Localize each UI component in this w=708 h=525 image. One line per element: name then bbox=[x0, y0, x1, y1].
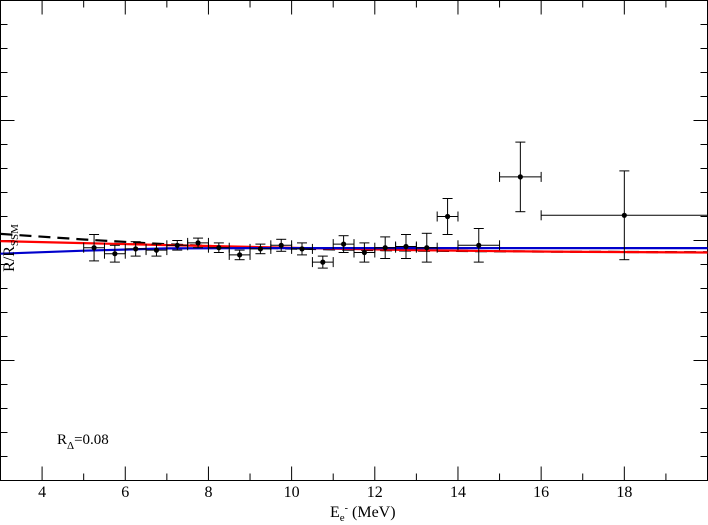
data-marker bbox=[341, 241, 347, 247]
data-point bbox=[145, 243, 168, 257]
data-point bbox=[540, 170, 708, 261]
data-point bbox=[103, 244, 126, 263]
x-axis-label: Ee- (MeV) bbox=[330, 503, 396, 524]
y-axis-ticks bbox=[0, 0, 708, 457]
data-point bbox=[353, 242, 376, 263]
data-marker bbox=[278, 242, 284, 248]
x-axis-tick-labels: 4 6 8 10 12 14 16 18 bbox=[38, 484, 632, 501]
data-marker bbox=[382, 245, 388, 251]
x-tick-label: 16 bbox=[533, 484, 549, 501]
x-tick-label: 18 bbox=[616, 484, 632, 501]
y-axis-label: R/RSSM bbox=[1, 224, 21, 272]
data-marker bbox=[320, 259, 326, 265]
data-marker bbox=[444, 213, 451, 220]
data-point bbox=[332, 235, 355, 253]
data-marker bbox=[621, 212, 627, 218]
data-point bbox=[499, 141, 542, 213]
data-marker bbox=[424, 245, 430, 251]
data-point bbox=[374, 236, 397, 259]
data-marker bbox=[174, 242, 180, 248]
data-points bbox=[83, 141, 708, 269]
x-tick-label: 6 bbox=[121, 484, 129, 501]
data-marker bbox=[216, 245, 222, 251]
x-tick-label: 12 bbox=[367, 484, 383, 501]
data-marker bbox=[237, 252, 243, 258]
data-marker bbox=[476, 242, 482, 248]
data-point bbox=[457, 228, 501, 263]
data-point bbox=[395, 234, 417, 259]
data-point bbox=[311, 255, 334, 269]
data-point bbox=[83, 234, 105, 262]
data-marker bbox=[91, 245, 97, 251]
data-point bbox=[228, 249, 251, 261]
data-marker bbox=[403, 243, 409, 250]
data-marker bbox=[361, 249, 367, 256]
data-marker bbox=[133, 246, 139, 252]
data-point bbox=[436, 198, 459, 235]
x-tick-label: 14 bbox=[450, 484, 466, 501]
data-point bbox=[249, 243, 272, 255]
data-point bbox=[291, 242, 313, 256]
data-marker bbox=[517, 174, 523, 180]
annotation-label: RΔ=0.08 bbox=[57, 432, 109, 452]
x-tick-label: 10 bbox=[284, 484, 300, 501]
data-marker bbox=[153, 247, 160, 253]
data-point bbox=[415, 232, 438, 263]
x-tick-label: 4 bbox=[38, 484, 46, 501]
data-marker bbox=[195, 240, 201, 246]
data-marker bbox=[257, 246, 264, 252]
x-axis-ticks bbox=[41, 0, 667, 481]
data-marker bbox=[112, 251, 118, 257]
data-marker bbox=[299, 246, 305, 252]
data-point bbox=[207, 242, 230, 253]
x-tick-label: 8 bbox=[204, 484, 212, 501]
